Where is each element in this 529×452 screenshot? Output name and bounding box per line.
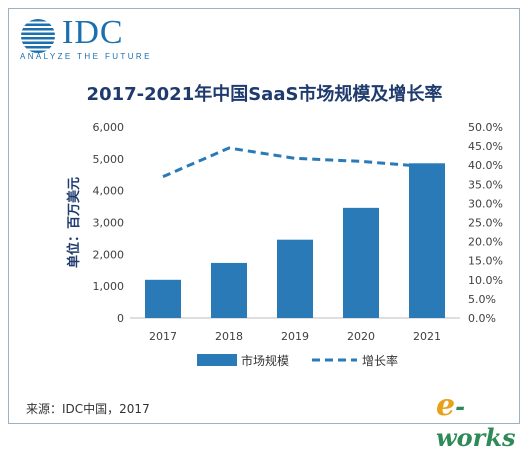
- y-tick-label: 1,000: [93, 280, 125, 293]
- legend-bar-label: 市场规模: [241, 353, 289, 368]
- y2-tick-label: 25.0%: [468, 217, 503, 230]
- y-tick-label: 0: [117, 312, 124, 325]
- x-tick-label: 2018: [215, 330, 243, 343]
- left-axis-ticks: 0 1,000 2,000 3,000 4,000 5,000 6,000: [93, 121, 125, 325]
- x-tick-label: 2021: [413, 330, 441, 343]
- x-tick-label: 2019: [281, 330, 309, 343]
- source-note: 来源：IDC中国，2017: [26, 400, 150, 417]
- y-tick-label: 4,000: [93, 185, 125, 198]
- y-tick-label: 2,000: [93, 248, 125, 261]
- bar-2020: [343, 208, 379, 318]
- y2-tick-label: 0.0%: [468, 312, 496, 325]
- y2-tick-label: 50.0%: [468, 121, 503, 134]
- y2-tick-label: 5.0%: [468, 293, 496, 306]
- y2-tick-label: 10.0%: [468, 274, 503, 287]
- line-series: [163, 148, 427, 177]
- bar-2019: [277, 240, 313, 318]
- y-tick-label: 6,000: [93, 121, 125, 134]
- x-tick-label: 2020: [347, 330, 375, 343]
- y2-tick-label: 45.0%: [468, 140, 503, 153]
- y-tick-label: 3,000: [93, 217, 125, 230]
- growth-rate-line: [163, 148, 427, 177]
- chart-svg: 0 1,000 2,000 3,000 4,000 5,000 6,000 0.0% 5.0%…: [0, 0, 529, 433]
- eworks-watermark: e-works: [436, 388, 529, 452]
- y2-tick-label: 20.0%: [468, 236, 503, 249]
- y2-tick-label: 15.0%: [468, 255, 503, 268]
- legend: 市场规模 增长率: [197, 353, 398, 368]
- bar-series: [145, 163, 445, 318]
- right-axis-ticks: 0.0% 5.0% 10.0% 15.0% 20.0% 25.0% 30.0% 35.0% 40…: [468, 121, 503, 325]
- bar-2021: [409, 163, 445, 318]
- y2-tick-label: 30.0%: [468, 197, 503, 210]
- x-axis-ticks: 2017 2018 2019 2020 2021: [149, 330, 441, 343]
- y2-tick-label: 40.0%: [468, 159, 503, 172]
- legend-line-label: 增长率: [362, 353, 398, 368]
- legend-bar-swatch: [197, 354, 237, 366]
- y-tick-label: 5,000: [93, 153, 125, 166]
- bar-2018: [211, 263, 247, 318]
- x-tick-label: 2017: [149, 330, 177, 343]
- y-axis-label: 单位：百万美元: [66, 177, 82, 268]
- bar-2017: [145, 280, 181, 318]
- y2-tick-label: 35.0%: [468, 178, 503, 191]
